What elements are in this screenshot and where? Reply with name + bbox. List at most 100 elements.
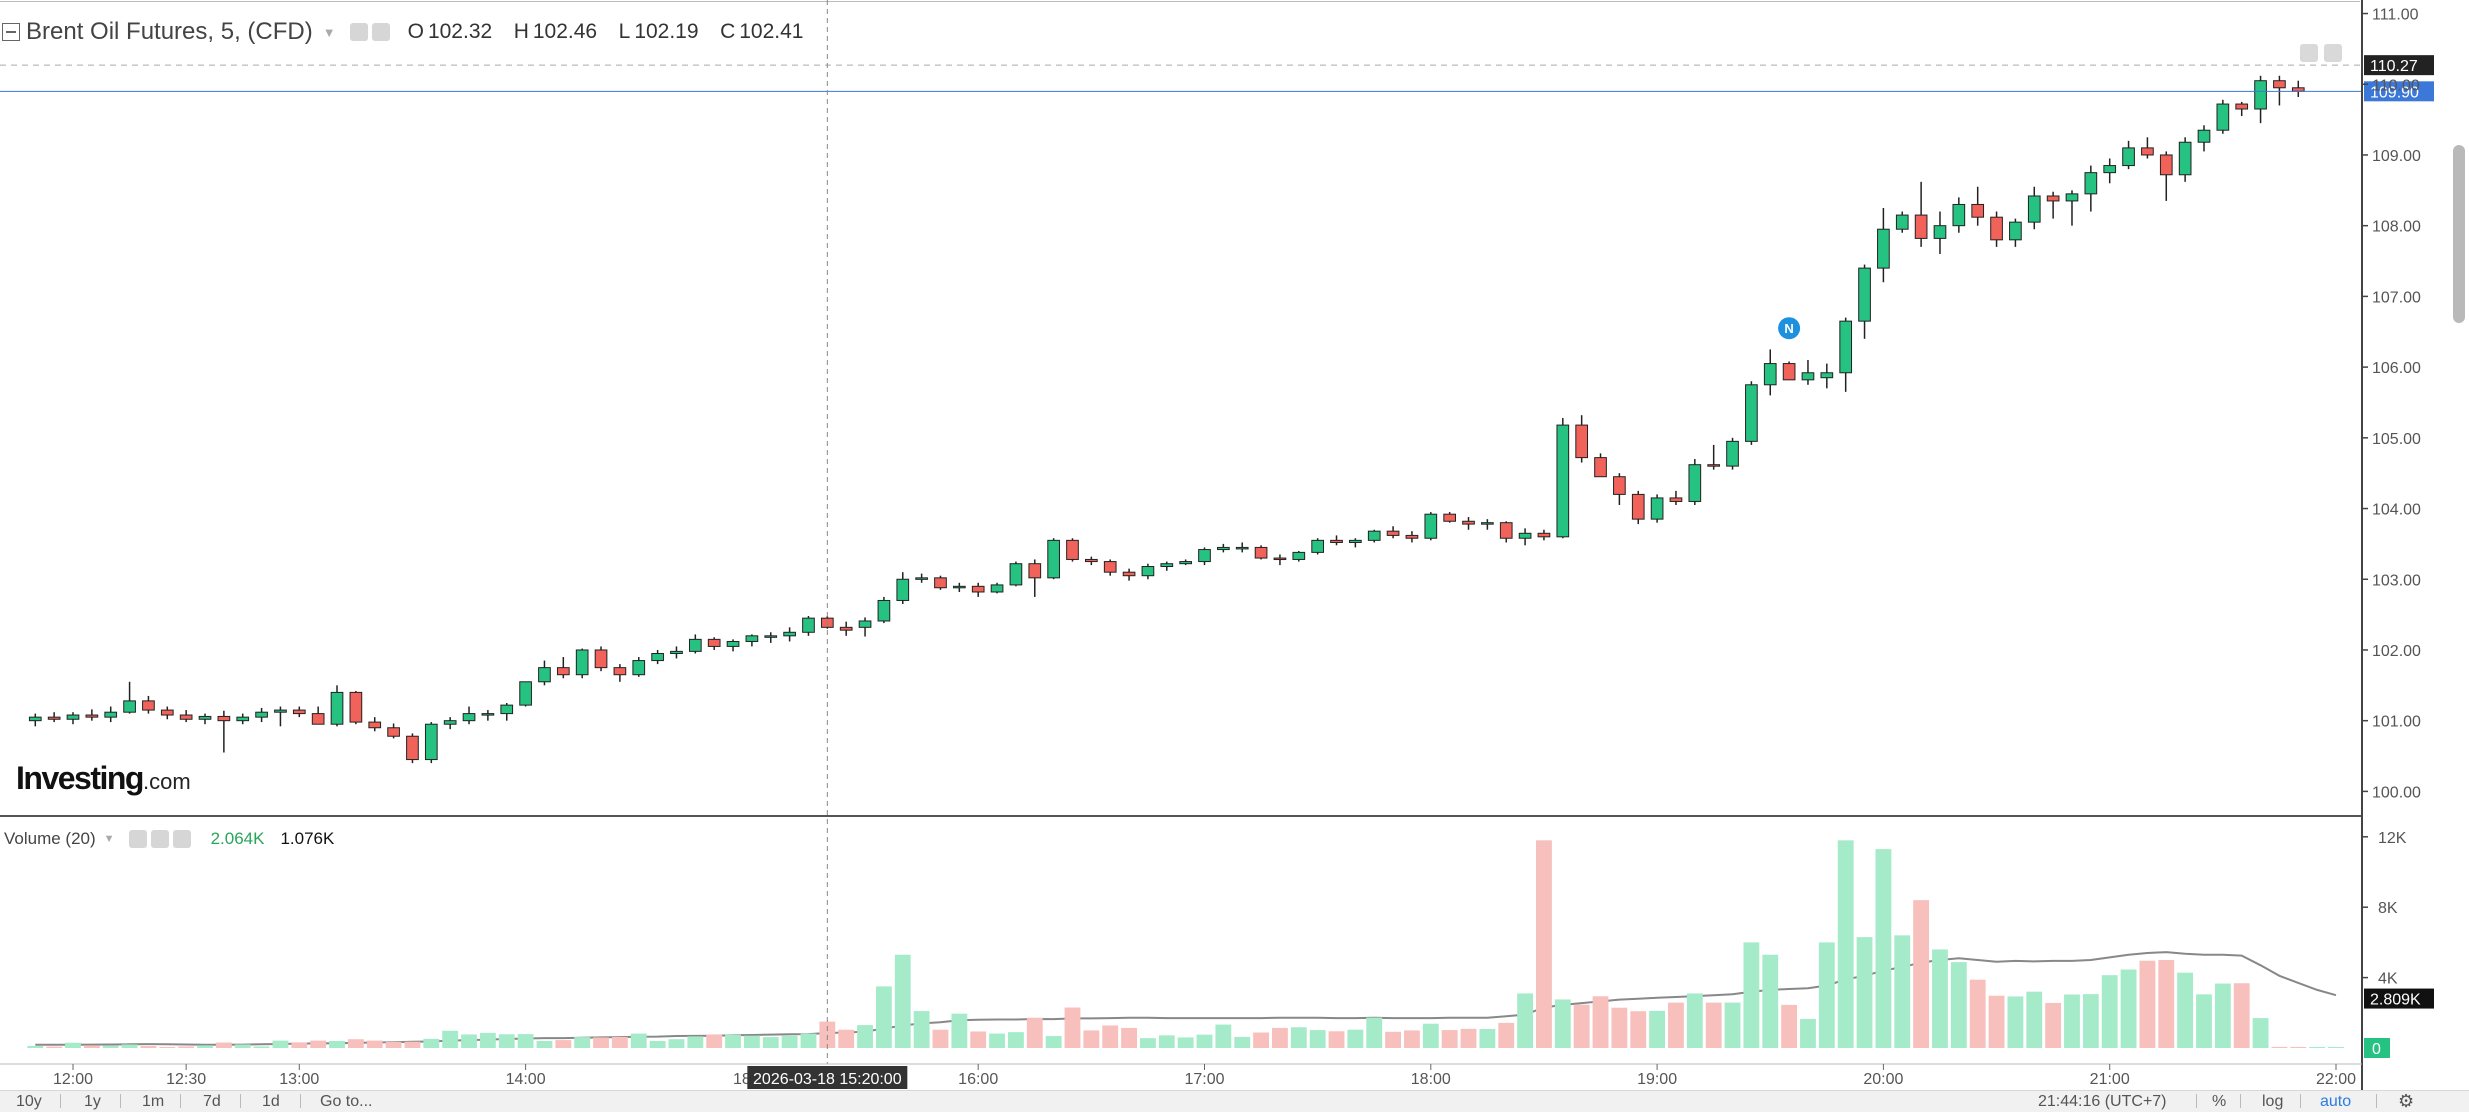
candle-body xyxy=(424,723,438,761)
candle-body xyxy=(2235,103,2249,110)
candle-body xyxy=(1952,203,1966,227)
dashed-price-label: 110.27 xyxy=(2370,58,2418,75)
volume-tick-label: 12K xyxy=(2378,830,2407,847)
low-value: 102.19 xyxy=(634,20,699,43)
candle xyxy=(1631,490,1645,525)
candle-body xyxy=(2291,87,2305,92)
candle xyxy=(764,632,778,643)
volume-bar xyxy=(329,1040,345,1048)
volume-bar xyxy=(706,1034,723,1048)
volume-bar xyxy=(517,1034,534,1048)
volume-bar xyxy=(83,1045,100,1048)
candle xyxy=(424,722,438,764)
candle-body xyxy=(952,585,966,589)
candle xyxy=(1877,208,1890,283)
settings-icon[interactable] xyxy=(150,830,169,848)
candle xyxy=(538,660,551,686)
range-1m[interactable]: 1m xyxy=(142,1093,165,1110)
candle-body xyxy=(2273,80,2286,89)
settings-icon[interactable] xyxy=(371,23,390,41)
volume-bar xyxy=(46,1046,63,1048)
candle xyxy=(707,637,721,650)
volume-bar xyxy=(1328,1031,1345,1048)
volume-bar xyxy=(1705,1002,1722,1048)
price-tick-label: 104.00 xyxy=(2372,502,2421,519)
volume-bar xyxy=(1649,1010,1666,1048)
range-7d[interactable]: 7d xyxy=(203,1093,221,1110)
auto-toggle[interactable]: auto xyxy=(2320,1093,2352,1110)
scrollbar-thumb[interactable] xyxy=(2453,145,2465,323)
candle-body xyxy=(632,660,646,676)
candle xyxy=(292,706,306,718)
percent-toggle[interactable]: % xyxy=(2212,1093,2227,1110)
volume-bar xyxy=(1460,1028,1477,1048)
volume-bar xyxy=(1404,1030,1420,1048)
candle xyxy=(1763,349,1777,396)
candle xyxy=(85,709,99,721)
log-toggle[interactable]: log xyxy=(2262,1093,2284,1110)
candle xyxy=(575,648,589,679)
gear-icon[interactable]: ⚙ xyxy=(2398,1091,2415,1111)
high-value: 102.46 xyxy=(532,20,598,43)
volume-bar xyxy=(1686,993,1703,1048)
candle-body xyxy=(28,716,42,722)
candle xyxy=(1481,519,1494,530)
range-1y[interactable]: 1y xyxy=(84,1093,101,1110)
candle-body xyxy=(2216,103,2230,131)
candle-body xyxy=(1235,546,1249,550)
ohlc-values: O 102.32 H 102.46 L 102.19 C 102.41 xyxy=(408,20,808,44)
candle xyxy=(160,706,174,720)
candle-body xyxy=(2141,147,2154,156)
volume-bar xyxy=(1611,1007,1628,1048)
candle xyxy=(2103,158,2117,184)
eye-icon[interactable] xyxy=(128,830,147,848)
candle xyxy=(1047,538,1060,580)
candle-body xyxy=(198,715,212,720)
volume-bar xyxy=(1554,999,1571,1048)
price-tick-label: 105.00 xyxy=(2372,431,2421,448)
close-icon[interactable] xyxy=(172,830,191,848)
candle-body xyxy=(1820,372,1834,379)
candle-body xyxy=(123,700,136,713)
volume-bar xyxy=(2026,991,2043,1048)
volume-tick-label: 4K xyxy=(2378,971,2398,988)
scroll-right-icon[interactable] xyxy=(2324,44,2342,62)
volume-bar xyxy=(1102,1025,1119,1048)
volume-bar xyxy=(838,1029,855,1048)
volume-bar xyxy=(1894,935,1911,1048)
candle-body xyxy=(1198,549,1211,563)
candle-body xyxy=(1990,216,2003,241)
chevron-down-icon[interactable]: ▼ xyxy=(322,24,336,40)
time-tick-label: 21:00 xyxy=(2090,1071,2130,1088)
divider xyxy=(2376,1094,2377,1108)
candle-body xyxy=(1858,267,1871,322)
candle-body xyxy=(66,714,80,720)
eye-icon[interactable] xyxy=(349,23,368,41)
volume-bar xyxy=(1272,1027,1288,1048)
collapse-icon[interactable] xyxy=(2,23,20,41)
range-1d[interactable]: 1d xyxy=(262,1093,280,1110)
range-10y[interactable]: 10y xyxy=(16,1093,42,1110)
time-tick-label: 19:00 xyxy=(1637,1071,1677,1088)
volume-bar xyxy=(1083,1030,1100,1048)
volume-bar xyxy=(687,1036,704,1048)
candle xyxy=(1462,517,1475,530)
volume-bar xyxy=(272,1040,289,1048)
candle xyxy=(1009,561,1023,587)
candle-body xyxy=(726,640,740,647)
candle-body xyxy=(2046,195,2060,202)
candle xyxy=(688,634,702,654)
goto-button[interactable]: Go to... xyxy=(320,1093,373,1110)
symbol-name[interactable]: Brent Oil Futures, 5, (CFD) xyxy=(26,18,313,45)
chevron-down-icon[interactable]: ▼ xyxy=(103,833,115,845)
scroll-left-icon[interactable] xyxy=(2300,44,2318,62)
candle xyxy=(1103,559,1117,576)
candle xyxy=(1330,535,1343,546)
candle xyxy=(1650,494,1664,523)
volume-study-name[interactable]: Volume (20) xyxy=(4,829,96,848)
candle-body xyxy=(1688,464,1702,502)
candle xyxy=(1594,453,1607,478)
candle xyxy=(1122,568,1136,581)
